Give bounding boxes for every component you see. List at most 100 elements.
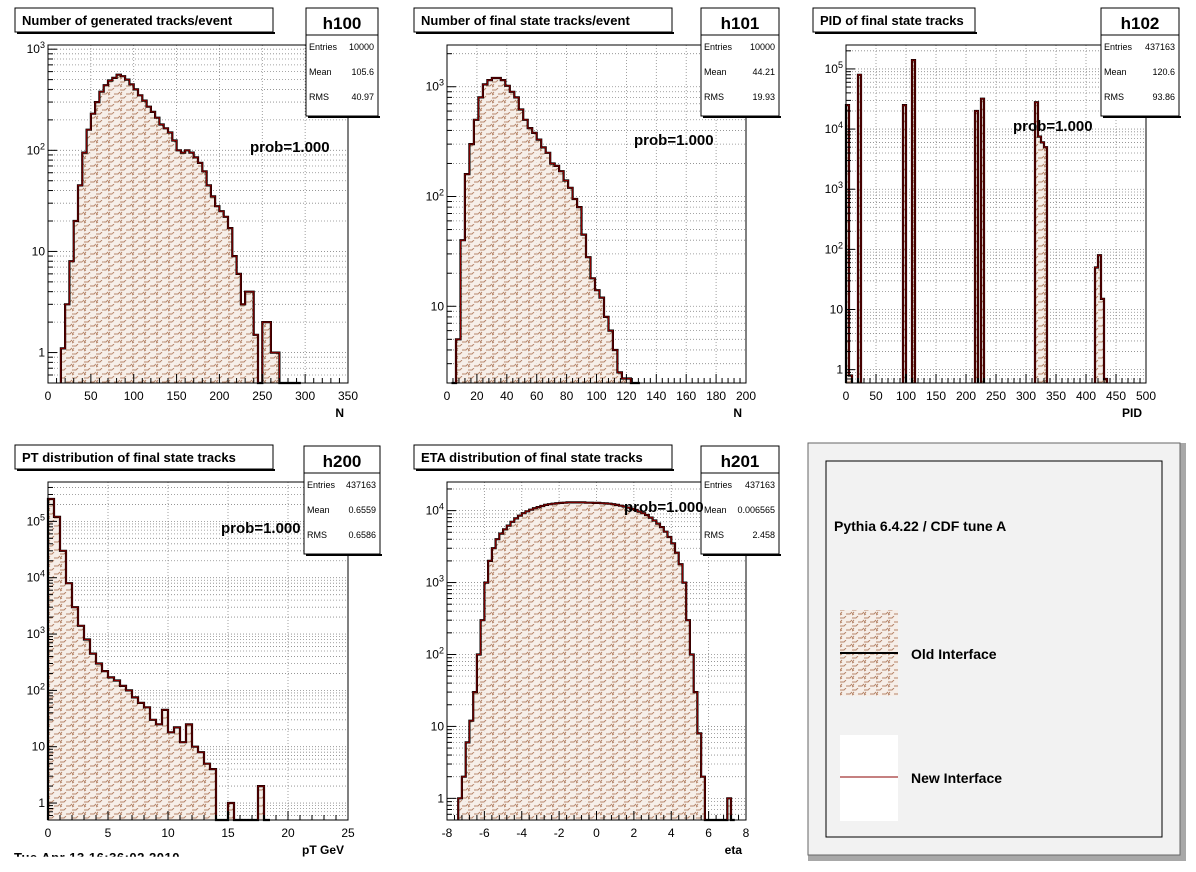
histogram-bin — [626, 507, 631, 820]
histogram-bin — [562, 502, 567, 820]
chart-h100: 0 50 100 150 200 250 300 350 1 10 102 103 N Number of… — [14, 7, 380, 420]
stats-value: 0.6586 — [348, 530, 376, 540]
y-tick-label: 10 — [32, 740, 46, 754]
x-tick-label: 60 — [530, 389, 544, 403]
stats-name: h201 — [721, 452, 760, 471]
histogram-bin — [198, 752, 204, 820]
stats-label: Mean — [704, 67, 727, 77]
x-axis-label: eta — [725, 843, 743, 857]
title-box — [413, 444, 673, 470]
x-tick-label: 300 — [1016, 389, 1036, 403]
histogram-bin — [54, 516, 60, 820]
x-tick-label: 350 — [1046, 389, 1066, 403]
histogram-bin — [236, 273, 241, 383]
x-tick-label: 40 — [500, 389, 514, 403]
histogram-bin — [1095, 267, 1098, 383]
histogram-bin — [603, 503, 608, 820]
chart-title: ETA distribution of final state tracks — [421, 450, 643, 465]
chart-h102: 0 50 100 150 200 250 300 350 400 450 500 1 10 102 103 1… — [812, 7, 1181, 420]
histogram-bin — [1101, 298, 1104, 383]
histogram-bin — [228, 803, 234, 820]
histogram-bin — [73, 220, 78, 383]
title-box-shadow — [17, 469, 275, 471]
histogram-bin — [648, 517, 653, 820]
histogram-bin — [96, 663, 102, 820]
histogram-bin — [510, 521, 515, 820]
x-tick-label: 100 — [586, 389, 606, 403]
stats-label: RMS — [704, 92, 724, 102]
histogram-bin — [693, 692, 698, 820]
histogram-bin — [608, 330, 613, 383]
histogram-bin — [219, 211, 224, 383]
histogram-bin — [641, 513, 646, 820]
y-tick-label: 103 — [825, 180, 843, 196]
x-tick-label: 160 — [676, 389, 696, 403]
stats-box-shadow — [308, 116, 380, 118]
histogram-bin — [503, 529, 507, 820]
histogram-bin — [626, 378, 631, 383]
histogram-bin — [697, 733, 702, 820]
histogram-bin — [541, 147, 546, 383]
histogram-bin — [603, 316, 609, 383]
y-tick-label: 104 — [27, 569, 45, 585]
histogram-bin — [570, 502, 575, 820]
histogram-bin — [240, 304, 246, 383]
x-axis-label: PID — [1122, 406, 1142, 420]
histogram-bin — [592, 502, 597, 820]
histogram-bin — [482, 84, 488, 383]
histogram-bin — [253, 334, 258, 383]
histogram-bin — [192, 746, 198, 820]
histogram-bin — [682, 582, 687, 820]
histogram-bin — [162, 709, 168, 820]
histogram-bin — [206, 185, 211, 383]
histogram-bin — [99, 91, 104, 384]
title-box-shadow — [416, 32, 674, 34]
histogram-bin — [473, 119, 479, 383]
histogram-bin — [495, 539, 500, 820]
stats-name: h200 — [323, 452, 362, 471]
stats-name: h102 — [1121, 14, 1160, 33]
histogram-bin — [168, 732, 174, 820]
histogram-bin — [129, 84, 134, 384]
histogram-bin — [611, 504, 616, 820]
histogram-bin — [223, 216, 228, 383]
stats-value: 2.458 — [752, 530, 775, 540]
histogram-bin — [572, 198, 578, 383]
histogram-bin — [232, 256, 237, 383]
histogram-bin — [1038, 136, 1041, 383]
chart-h101: 0 20 40 60 80 100 120 140 160 180 200 10 102 103 N Numb… — [413, 7, 781, 420]
histogram-bin — [547, 504, 552, 820]
histogram-bin — [701, 776, 705, 820]
histogram-bin — [652, 520, 657, 820]
y-tick-label: 102 — [426, 645, 444, 661]
x-tick-label: 2 — [631, 826, 638, 840]
histogram-bin — [1104, 378, 1107, 383]
x-axis-label: N — [733, 406, 742, 420]
histogram-bin — [581, 234, 587, 383]
x-tick-label: 8 — [743, 826, 750, 840]
histogram-bin — [975, 110, 978, 384]
histogram-bin — [487, 80, 492, 383]
x-tick-label: 0 — [593, 826, 600, 840]
title-box-shadow — [416, 469, 674, 471]
histogram-bin — [589, 502, 593, 820]
histogram-bin — [138, 702, 144, 820]
title-box — [14, 7, 274, 33]
histogram-bin — [228, 228, 233, 383]
histogram-bin — [144, 707, 150, 820]
histogram-bin — [204, 763, 210, 820]
histogram-bin — [480, 620, 485, 820]
x-tick-label: 300 — [295, 389, 315, 403]
histogram-bin — [174, 727, 180, 820]
x-tick-label: 0 — [444, 389, 451, 403]
x-tick-label: 150 — [167, 389, 187, 403]
y-tick-label: 105 — [27, 512, 45, 528]
x-tick-label: 100 — [124, 389, 144, 403]
x-tick-label: 400 — [1076, 389, 1096, 403]
x-tick-label: 450 — [1106, 389, 1126, 403]
histogram-bin — [266, 322, 271, 383]
histogram-bin — [72, 607, 78, 820]
x-tick-label: 50 — [869, 389, 883, 403]
histogram-bin — [663, 531, 668, 820]
